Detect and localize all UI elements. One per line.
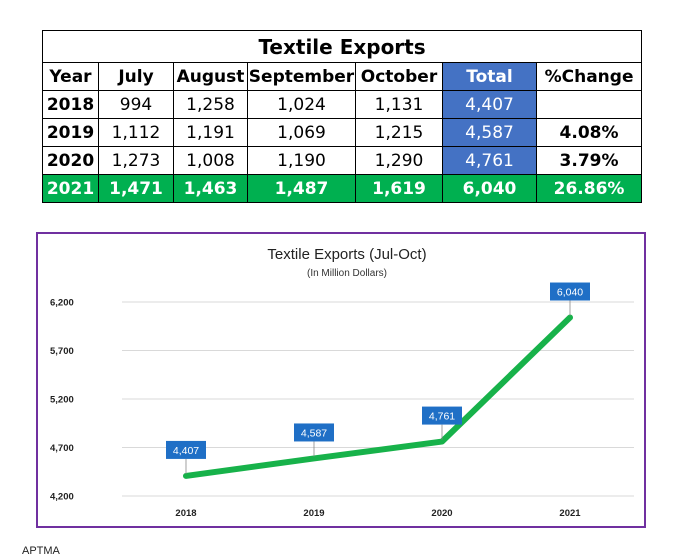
data-label: 6,040 [550,282,590,316]
cell-september: 1,024 [247,90,356,119]
cell-october: 1,290 [355,146,443,175]
x-tick-label: 2021 [559,508,581,519]
y-tick-label: 6,200 [50,298,74,309]
data-label-box [166,440,206,459]
cell-september: 1,190 [247,146,356,175]
cell-change: 26.86% [535,174,643,203]
header-total: Total [442,62,537,91]
x-tick-label: 2019 [303,508,324,519]
cell-year: 2018 [42,90,99,119]
cell-july: 1,273 [98,146,174,175]
header-year: Year [42,62,99,91]
cell-year: 2021 [42,174,99,203]
cell-august: 1,258 [173,90,248,119]
data-labels: 4,407 4,587 4,761 6,040 [166,282,590,474]
data-label-box [422,406,462,425]
header-july: July [98,62,174,91]
data-label-text: 4,587 [301,427,327,439]
table-header-row: Year July August September October Total… [42,62,643,91]
cell-total: 4,761 [442,146,537,175]
line-chart: Textile Exports (Jul-Oct) (In Million Do… [50,246,634,519]
cell-july: 1,471 [98,174,174,203]
cell-october: 1,131 [355,90,443,119]
table-row-highlight: 2021 1,471 1,463 1,487 1,619 6,040 26.86… [42,174,643,203]
y-tick-label: 4,700 [50,443,74,454]
data-label: 4,761 [422,406,462,440]
cell-total: 6,040 [442,174,537,203]
table-row: 2018 994 1,258 1,024 1,131 4,407 [42,90,643,119]
cell-september: 1,487 [247,174,356,203]
cell-change: 3.79% [535,146,643,175]
y-tick-label: 5,700 [50,346,74,357]
header-october: October [355,62,443,91]
data-label-text: 6,040 [557,287,583,299]
table-row: 2020 1,273 1,008 1,190 1,290 4,761 3.79% [42,146,643,175]
cell-change [535,90,643,119]
cell-september: 1,069 [247,118,356,147]
y-tick-label: 4,200 [50,492,74,503]
y-axis-ticks: 4,200 4,700 5,200 5,700 6,200 [50,298,74,503]
data-label-text: 4,407 [173,445,199,457]
cell-july: 1,112 [98,118,174,147]
chart-subtitle: (In Million Dollars) [307,268,387,279]
cell-august: 1,191 [173,118,248,147]
cell-change: 4.08% [535,118,643,147]
y-tick-label: 5,200 [50,395,74,406]
data-label: 4,407 [166,440,206,474]
exports-table: Textile Exports Year July August Septemb… [41,30,643,203]
data-label-box [294,423,334,442]
table-row: 2019 1,112 1,191 1,069 1,215 4,587 4.08% [42,118,643,147]
cell-july: 994 [98,90,174,119]
grid-lines [122,301,634,497]
cell-october: 1,619 [355,174,443,203]
table-title: Textile Exports [41,30,643,63]
header-september: September [247,62,356,91]
data-label: 4,587 [294,423,334,457]
series-line-layer [183,314,573,479]
data-label-text: 4,761 [429,411,455,423]
cell-august: 1,008 [173,146,248,175]
cell-october: 1,215 [355,118,443,147]
header-august: August [173,62,248,91]
x-axis-ticks: 2018 2019 2020 2021 [175,508,581,519]
source-label: APTMA [22,545,60,557]
cell-total: 4,587 [442,118,537,147]
cell-total: 4,407 [442,90,537,119]
chart-panel: Textile Exports (Jul-Oct) (In Million Do… [36,232,646,528]
cell-august: 1,463 [173,174,248,203]
x-tick-label: 2018 [175,508,196,519]
x-tick-label: 2020 [431,508,452,519]
data-label-box [550,282,590,301]
cell-year: 2019 [42,118,99,147]
series-line [183,314,573,479]
chart-title: Textile Exports (Jul-Oct) [267,246,426,263]
cell-year: 2020 [42,146,99,175]
header-change: %Change [535,62,643,91]
